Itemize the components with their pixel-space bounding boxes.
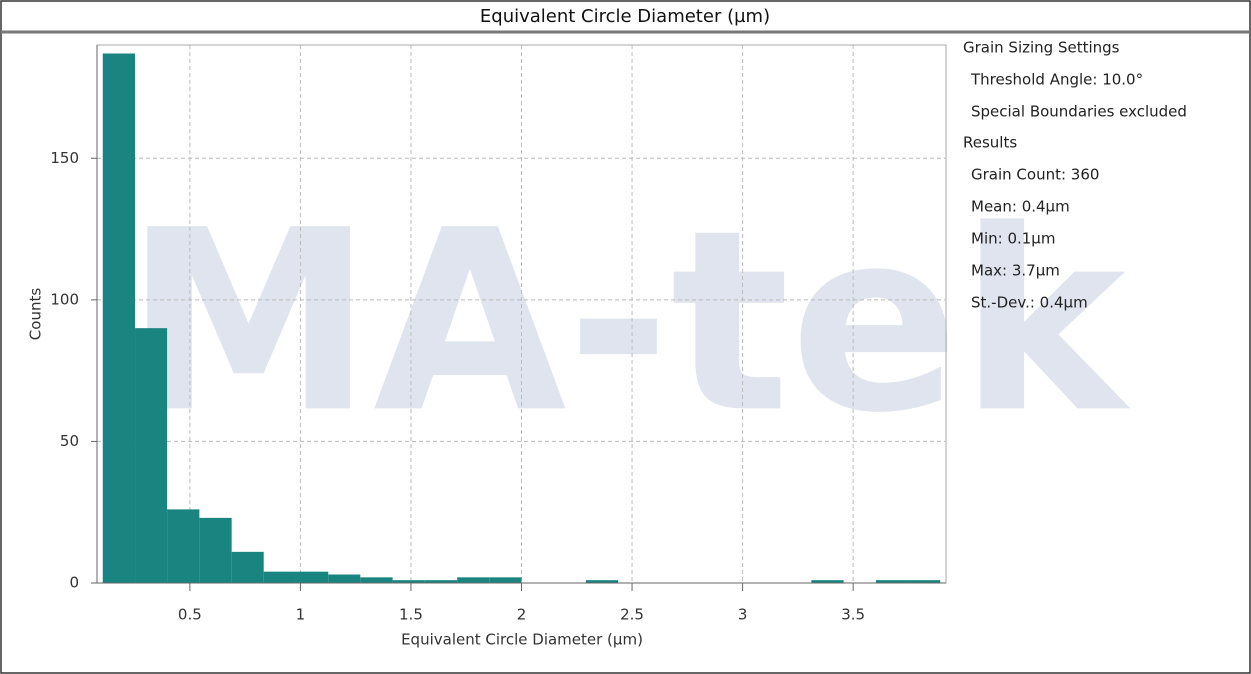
bar <box>102 53 136 583</box>
panel-item: Max: 3.7µm <box>971 262 1060 280</box>
panel-item: Threshold Angle: 10.0° <box>970 71 1143 89</box>
bar <box>875 580 908 583</box>
x-tick-label: 3.5 <box>841 606 865 624</box>
bar <box>811 580 844 583</box>
bar <box>907 580 941 583</box>
x-tick-label: 2.5 <box>620 606 644 624</box>
bar <box>231 551 264 583</box>
y-tick-label: 150 <box>50 149 79 167</box>
bar <box>295 571 329 583</box>
y-tick-label: 100 <box>50 290 79 308</box>
chart-title: Equivalent Circle Diameter (µm) <box>480 6 770 27</box>
bar <box>199 517 232 583</box>
panel-heading: Grain Sizing Settings <box>963 39 1120 57</box>
bar <box>263 571 296 583</box>
x-tick-label: 1 <box>296 606 306 624</box>
panel-heading: Results <box>963 134 1017 152</box>
x-tick-label: 0.5 <box>178 606 202 624</box>
x-axis-label: Equivalent Circle Diameter (µm) <box>401 631 643 649</box>
x-tick-label: 2 <box>517 606 527 624</box>
bar <box>328 574 361 583</box>
bar <box>360 577 393 583</box>
y-tick-label: 0 <box>69 574 79 592</box>
bar <box>424 580 458 583</box>
panel-item: Special Boundaries excluded <box>971 103 1187 121</box>
x-tick-label: 3 <box>738 606 748 624</box>
bar <box>135 328 168 583</box>
x-tick-label: 1.5 <box>399 606 423 624</box>
bar <box>585 580 619 583</box>
y-axis-label: Counts <box>27 288 45 341</box>
bar <box>489 577 522 583</box>
panel-item: Min: 0.1µm <box>971 230 1055 248</box>
panel-item: St.-Dev.: 0.4µm <box>971 294 1088 312</box>
bar <box>392 580 425 583</box>
bar <box>457 577 490 583</box>
bar <box>167 509 200 583</box>
panel-item: Mean: 0.4µm <box>971 198 1070 216</box>
panel-item: Grain Count: 360 <box>971 166 1099 184</box>
y-tick-label: 50 <box>60 432 79 450</box>
watermark: MA-tek <box>124 176 1131 467</box>
